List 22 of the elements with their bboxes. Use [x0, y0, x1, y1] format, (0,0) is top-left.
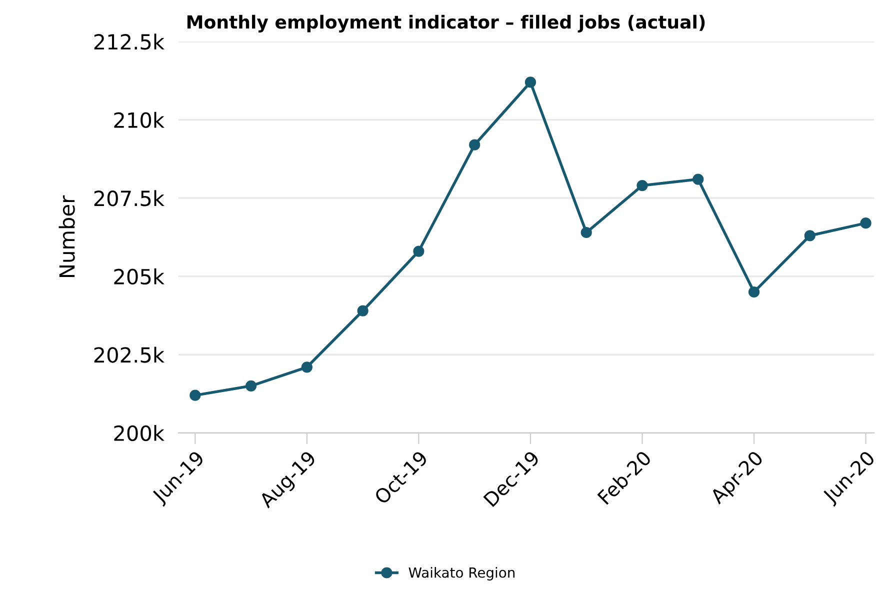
legend-label: Waikato Region: [408, 567, 515, 580]
point: [190, 390, 201, 401]
point: [301, 362, 312, 373]
chart-title: Monthly employment indicator – filled jobs (actual): [187, 14, 705, 32]
point: [580, 226, 592, 238]
point: [860, 218, 872, 229]
y-axis-title: Number: [58, 195, 75, 277]
y-tick-label: 200k: [114, 424, 164, 442]
y-tick-label: 205k: [114, 268, 164, 285]
y-tick-label: 202.5k: [94, 346, 164, 363]
point: [524, 76, 536, 88]
point: [357, 305, 368, 316]
point: [245, 380, 257, 392]
point: [804, 230, 816, 242]
y-tick-label: 207.5k: [94, 190, 164, 206]
point: [413, 246, 424, 257]
point: [748, 286, 760, 298]
point: [692, 174, 704, 185]
point: [469, 139, 480, 150]
y-tick-label: 212.5k: [94, 34, 164, 50]
point: [636, 180, 648, 192]
y-tick-label: 210k: [114, 112, 164, 128]
